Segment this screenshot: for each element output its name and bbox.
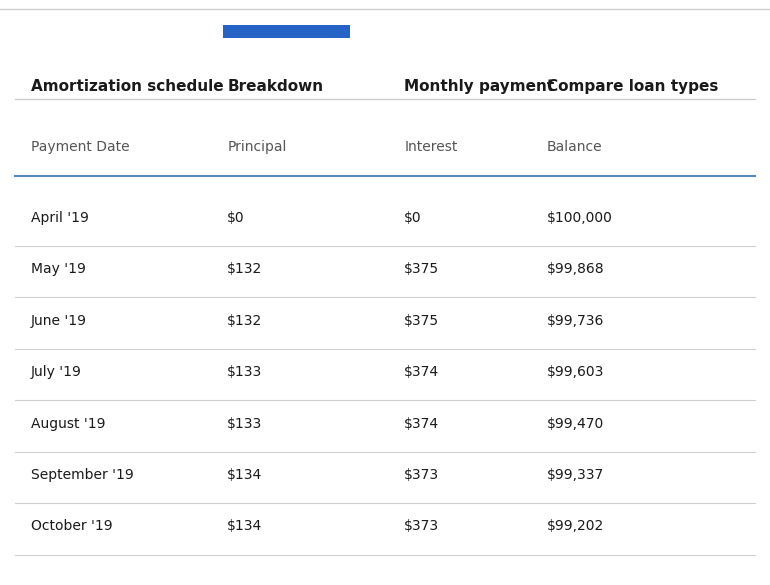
Text: $374: $374 <box>404 365 440 379</box>
Text: $134: $134 <box>227 468 263 482</box>
Text: September '19: September '19 <box>31 468 133 482</box>
Text: $99,736: $99,736 <box>547 314 604 328</box>
Text: $99,868: $99,868 <box>547 262 604 276</box>
Text: $99,202: $99,202 <box>547 519 604 534</box>
Text: Monthly payment: Monthly payment <box>404 79 554 94</box>
Text: August '19: August '19 <box>31 417 105 431</box>
Text: $375: $375 <box>404 314 440 328</box>
Text: $132: $132 <box>227 314 263 328</box>
Text: Payment Date: Payment Date <box>31 140 129 154</box>
Text: $100,000: $100,000 <box>547 211 613 225</box>
Text: Balance: Balance <box>547 140 602 154</box>
Text: $375: $375 <box>404 262 440 276</box>
Text: $133: $133 <box>227 365 263 379</box>
Text: $373: $373 <box>404 468 440 482</box>
Bar <box>223 25 350 38</box>
Text: $134: $134 <box>227 519 263 534</box>
Text: Interest: Interest <box>404 140 457 154</box>
Text: Compare loan types: Compare loan types <box>547 79 718 94</box>
Text: April '19: April '19 <box>31 211 89 225</box>
Text: June '19: June '19 <box>31 314 87 328</box>
Text: October '19: October '19 <box>31 519 112 534</box>
Text: $0: $0 <box>227 211 245 225</box>
Text: Breakdown: Breakdown <box>227 79 323 94</box>
Text: $99,470: $99,470 <box>547 417 604 431</box>
Text: $133: $133 <box>227 417 263 431</box>
Text: $132: $132 <box>227 262 263 276</box>
Text: May '19: May '19 <box>31 262 85 276</box>
Text: Amortization schedule: Amortization schedule <box>31 79 223 94</box>
Text: $99,337: $99,337 <box>547 468 604 482</box>
Text: $0: $0 <box>404 211 422 225</box>
Text: Principal: Principal <box>227 140 286 154</box>
Text: $99,603: $99,603 <box>547 365 604 379</box>
Text: July '19: July '19 <box>31 365 82 379</box>
Text: $374: $374 <box>404 417 440 431</box>
Text: $373: $373 <box>404 519 440 534</box>
